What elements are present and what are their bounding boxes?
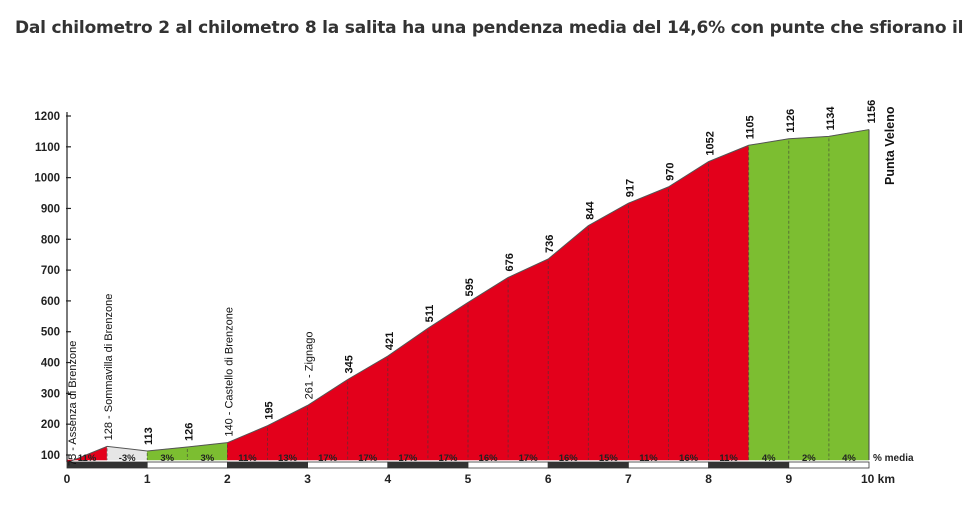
- gradient-label: 15%: [599, 453, 619, 464]
- gradient-label: 17%: [438, 453, 458, 464]
- profile-segment: [588, 202, 629, 461]
- x-tick-label: 4: [384, 472, 391, 486]
- x-tick-label: 7: [625, 472, 632, 486]
- elevation-label: 844: [584, 200, 596, 219]
- x-tick-label: 2: [224, 472, 231, 486]
- gradient-label: 4%: [842, 453, 856, 464]
- distance-strip-cell: [146, 461, 228, 469]
- gradient-label: 16%: [679, 453, 699, 464]
- gradient-label: 17%: [519, 453, 539, 464]
- profile-segment: [708, 144, 749, 461]
- profile-segment: [507, 258, 549, 461]
- elevation-label: 970: [665, 163, 677, 181]
- gradient-legend: % media: [873, 453, 914, 464]
- y-tick-label: 1100: [35, 142, 60, 154]
- y-tick-label: 700: [41, 265, 60, 277]
- x-tick-label: 6: [545, 472, 552, 486]
- x-tick-label: 3: [304, 472, 311, 486]
- gradient-label: 11%: [238, 453, 257, 464]
- elevation-label: 128 - Sommavilla di Brenzone: [103, 294, 115, 441]
- y-tick-label: 600: [41, 296, 60, 308]
- elevation-label: 595: [464, 278, 476, 296]
- elevation-label: 1052: [705, 131, 717, 155]
- x-tick-label: 1: [144, 472, 151, 486]
- gradient-label: 13%: [278, 453, 298, 464]
- elevation-label: 261 - Zignago: [304, 331, 316, 399]
- elevation-label: 676: [504, 253, 516, 271]
- profile-segment: [427, 301, 469, 461]
- x-tick-label: 5: [465, 472, 472, 486]
- elevation-label: 917: [624, 179, 636, 197]
- gradient-label: 11%: [719, 453, 738, 464]
- elevation-label: 345: [344, 355, 356, 373]
- elevation-label: 126: [183, 423, 195, 441]
- elevation-label: 1105: [745, 115, 757, 139]
- y-tick-label: 500: [41, 327, 60, 339]
- profile-segment: [628, 186, 669, 461]
- x-tick-label: 9: [785, 472, 792, 486]
- y-tick-label: 100: [41, 450, 60, 462]
- profile-segment: [748, 138, 790, 461]
- x-tick-label: 10 km: [861, 472, 895, 486]
- page-heading: Dal chilometro 2 al chilometro 8 la sali…: [15, 18, 968, 38]
- gradient-label: -3%: [119, 453, 136, 464]
- gradient-label: 17%: [398, 453, 418, 464]
- profile-segment: [828, 129, 870, 461]
- gradient-label: 4%: [762, 453, 776, 464]
- y-tick-label: 900: [41, 203, 60, 215]
- elevation-label: 1156: [866, 100, 878, 124]
- elevation-label: 421: [384, 332, 396, 350]
- profile-segment: [547, 225, 589, 461]
- y-tick-label: 800: [41, 234, 60, 246]
- x-tick-label: 8: [705, 472, 712, 486]
- distance-strip-cell: [788, 461, 870, 469]
- elevation-label: 195: [264, 401, 276, 419]
- gradient-label: 11%: [78, 453, 97, 464]
- elevation-label: 511: [424, 305, 436, 323]
- gradient-label: 3%: [200, 453, 214, 464]
- profile-segment: [788, 136, 830, 461]
- x-tick-label: 0: [64, 472, 71, 486]
- elevation-label: 736: [544, 235, 556, 253]
- profile-segment: [467, 277, 509, 461]
- gradient-label: 11%: [639, 453, 658, 464]
- gradient-label: 3%: [160, 453, 174, 464]
- gradient-label: 17%: [358, 453, 378, 464]
- y-tick-label: 200: [41, 419, 60, 431]
- elevation-label: 75 - Assenza di Brenzone: [67, 341, 79, 466]
- y-tick-label: 300: [41, 388, 60, 400]
- gradient-label: 16%: [479, 453, 499, 464]
- elevation-label: 1134: [825, 106, 837, 131]
- gradient-label: 17%: [318, 453, 338, 464]
- y-tick-label: 1200: [34, 111, 60, 123]
- gradient-label: 2%: [802, 453, 816, 464]
- elevation-label: 1126: [785, 109, 797, 133]
- y-tick-label: 400: [41, 358, 60, 370]
- gradient-label: 16%: [559, 453, 579, 464]
- summit-label: Punta Veleno: [883, 106, 897, 185]
- elevation-label: 113: [143, 427, 155, 445]
- elevation-label: 140 - Castello di Brenzone: [223, 307, 235, 437]
- y-tick-label: 1000: [34, 173, 60, 185]
- profile-outline: [66, 129, 870, 464]
- profile-segment: [668, 161, 709, 461]
